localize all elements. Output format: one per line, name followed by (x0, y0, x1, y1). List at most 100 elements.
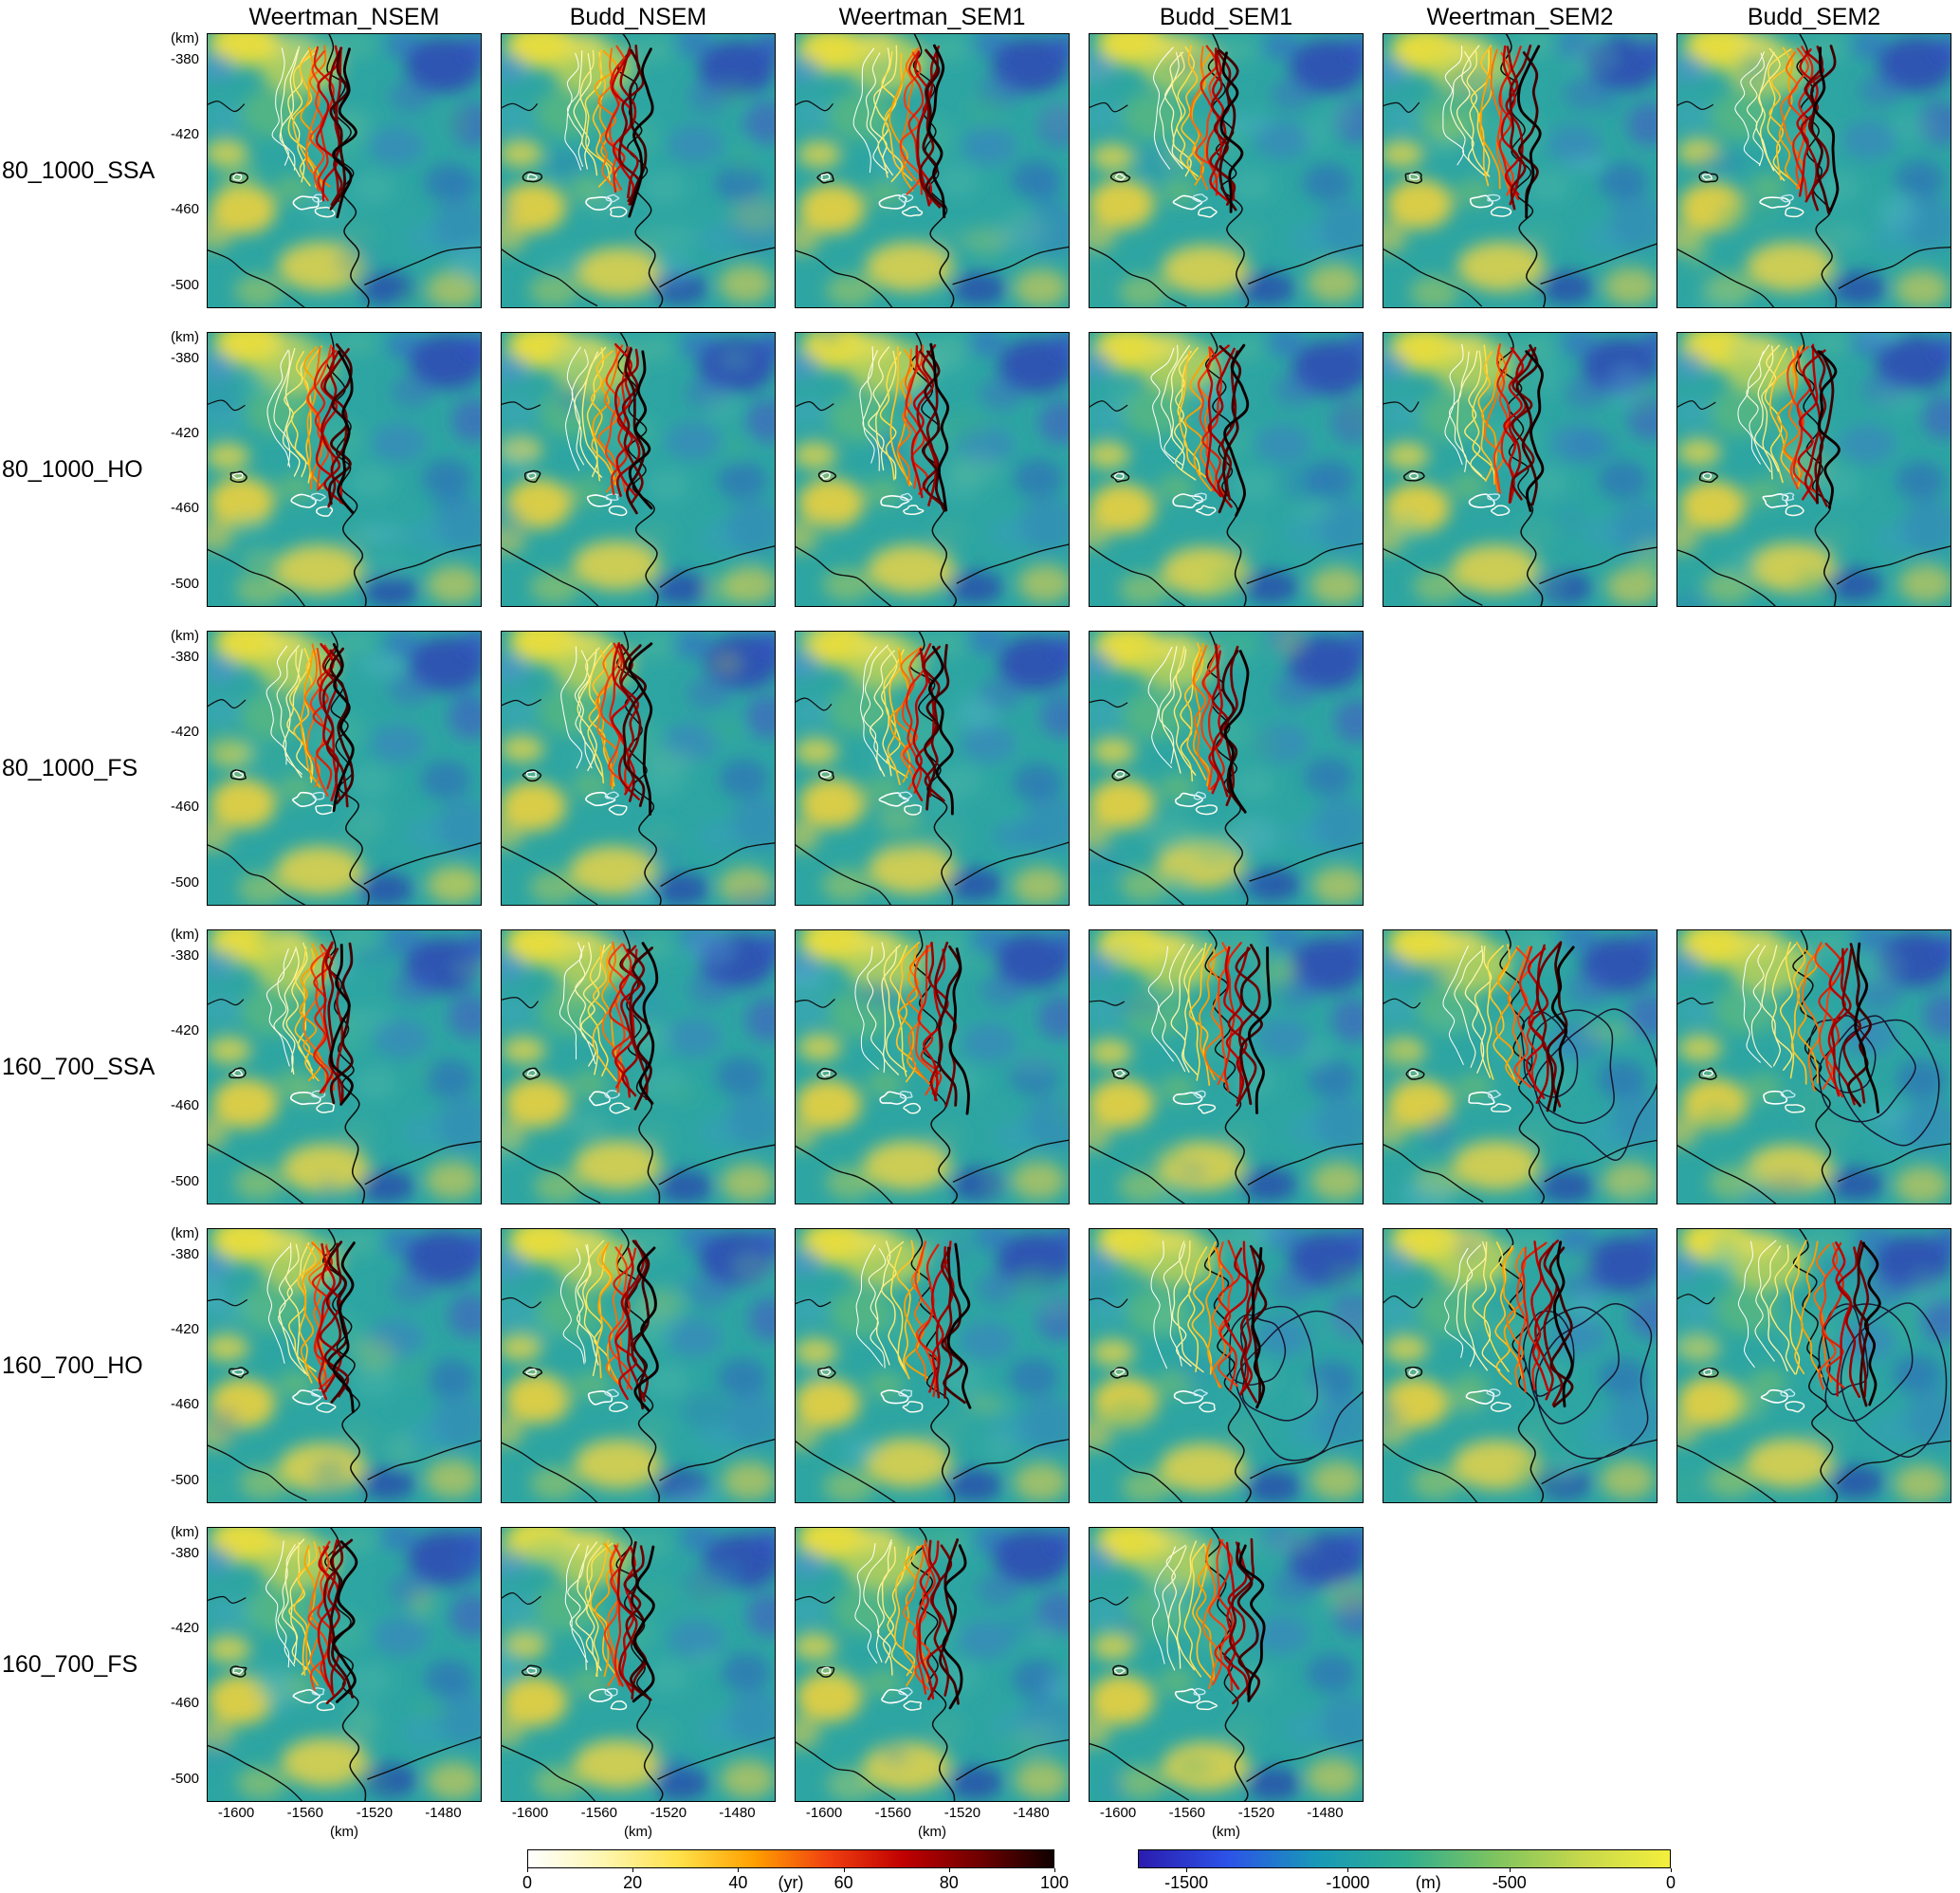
map-svg (207, 1228, 482, 1503)
y-axis-unit: (km) (171, 1524, 199, 1540)
y-tick-label: -380 (170, 648, 199, 665)
colorbar-elevation-tick-mark (1347, 1868, 1349, 1872)
map-panel-160_700_ho-weertman_nsem (207, 1228, 482, 1503)
y-tick-label: -500 (170, 276, 199, 293)
y-tick-label: -420 (170, 724, 199, 741)
y-tick-label: -500 (170, 575, 199, 592)
y-tick-label: -380 (170, 349, 199, 366)
map-svg (207, 929, 482, 1204)
colorbar-time (527, 1849, 1054, 1868)
map-svg (1089, 631, 1364, 906)
map-svg (795, 631, 1070, 906)
map-panel-160_700_ho-budd_nsem (501, 1228, 776, 1503)
map-svg (501, 1228, 776, 1503)
map-panel-80_1000_ho-weertman_sem1 (795, 332, 1070, 607)
map-svg (1676, 929, 1951, 1204)
map-panel-160_700_fs-budd_sem1 (1089, 1527, 1364, 1802)
map-svg (1383, 33, 1658, 308)
colorbar-time-tick-mark (948, 1868, 950, 1872)
map-svg (1676, 33, 1951, 308)
x-tick-label: -1520 (1237, 1805, 1275, 1821)
map-panel-80_1000_ho-budd_nsem (501, 332, 776, 607)
column-header-weertman_nsem: Weertman_NSEM (248, 4, 440, 30)
map-panel-80_1000_fs-weertman_nsem (207, 631, 482, 906)
x-axis-unit: (km) (330, 1824, 358, 1840)
map-panel-160_700_ho-weertman_sem1 (795, 1228, 1070, 1503)
map-svg (1383, 1228, 1658, 1503)
x-axis-unit: (km) (624, 1824, 652, 1840)
colorbar-time-tick-mark (1054, 1868, 1055, 1872)
map-panel-160_700_ssa-budd_sem1 (1089, 929, 1364, 1204)
x-tick-label: -1520 (943, 1805, 981, 1821)
map-svg (795, 332, 1070, 607)
y-tick-label: -500 (170, 1471, 199, 1488)
row-label-160_700_ho: 160_700_HO (2, 1352, 143, 1379)
colorbar-time-tick-label: 20 (623, 1873, 643, 1892)
map-panel-160_700_ssa-weertman_sem2 (1383, 929, 1658, 1204)
x-tick-label: -1600 (217, 1805, 255, 1821)
map-svg (1089, 332, 1364, 607)
column-header-budd_nsem: Budd_NSEM (569, 4, 707, 30)
map-panel-80_1000_fs-budd_nsem (501, 631, 776, 906)
map-svg (207, 1527, 482, 1802)
map-svg (501, 929, 776, 1204)
colorbar-elevation-tick-mark (1671, 1868, 1672, 1872)
map-svg (207, 33, 482, 308)
x-tick-label: -1480 (719, 1805, 756, 1821)
x-tick-label: -1600 (1099, 1805, 1137, 1821)
map-panel-160_700_fs-budd_nsem (501, 1527, 776, 1802)
map-panel-160_700_ho-weertman_sem2 (1383, 1228, 1658, 1503)
colorbar-elevation-tick-label: -500 (1492, 1873, 1527, 1892)
column-header-weertman_sem1: Weertman_SEM1 (838, 4, 1026, 30)
y-axis-unit: (km) (171, 1225, 199, 1241)
map-svg (1676, 1228, 1951, 1503)
map-svg (795, 1527, 1070, 1802)
colorbar-time-tick-mark (527, 1868, 528, 1872)
map-panel-80_1000_ssa-weertman_sem1 (795, 33, 1070, 308)
x-tick-label: -1480 (1013, 1805, 1050, 1821)
colorbar-time-tick-label: 80 (939, 1873, 959, 1892)
map-panel-80_1000_ho-weertman_nsem (207, 332, 482, 607)
map-svg (207, 332, 482, 607)
y-tick-label: -460 (170, 1395, 199, 1412)
map-panel-80_1000_ho-weertman_sem2 (1383, 332, 1658, 607)
x-tick-label: -1480 (425, 1805, 462, 1821)
y-tick-label: -420 (170, 1321, 199, 1338)
x-tick-label: -1600 (511, 1805, 549, 1821)
map-panel-160_700_ssa-budd_sem2 (1676, 929, 1951, 1204)
colorbar-time-tick-label: 100 (1039, 1873, 1070, 1892)
x-axis-unit: (km) (918, 1824, 946, 1840)
map-svg (501, 332, 776, 607)
y-axis-unit: (km) (171, 927, 199, 943)
y-axis-unit: (km) (171, 628, 199, 644)
y-axis-unit: (km) (171, 30, 199, 46)
map-panel-80_1000_ssa-weertman_sem2 (1383, 33, 1658, 308)
row-label-160_700_fs: 160_700_FS (2, 1651, 138, 1678)
row-label-80_1000_ho: 80_1000_HO (2, 456, 143, 483)
y-tick-label: -500 (170, 1770, 199, 1787)
column-header-budd_sem2: Budd_SEM2 (1747, 4, 1881, 30)
map-panel-80_1000_fs-budd_sem1 (1089, 631, 1364, 906)
x-axis-unit: (km) (1212, 1824, 1240, 1840)
map-panel-80_1000_fs-weertman_sem1 (795, 631, 1070, 906)
colorbar-elevation-tick-label: -1500 (1164, 1873, 1209, 1892)
map-panel-80_1000_ho-budd_sem2 (1676, 332, 1951, 607)
map-panel-80_1000_ssa-weertman_nsem (207, 33, 482, 308)
map-panel-80_1000_ssa-budd_sem1 (1089, 33, 1364, 308)
map-svg (1089, 33, 1364, 308)
map-panel-80_1000_ho-budd_sem1 (1089, 332, 1364, 607)
colorbar-elevation-tick-mark (1509, 1868, 1511, 1872)
colorbar-time-tick-mark (738, 1868, 740, 1872)
y-tick-label: -500 (170, 873, 199, 891)
colorbar-time-unit-label: (yr) (778, 1873, 804, 1892)
map-svg (795, 929, 1070, 1204)
map-panel-160_700_ssa-weertman_nsem (207, 929, 482, 1204)
map-svg (795, 1228, 1070, 1503)
colorbar-elevation-tick-label: 0 (1665, 1873, 1676, 1892)
map-panel-160_700_ssa-budd_nsem (501, 929, 776, 1204)
y-tick-label: -380 (170, 1544, 199, 1561)
y-tick-label: -420 (170, 126, 199, 143)
map-panel-160_700_fs-weertman_sem1 (795, 1527, 1070, 1802)
colorbar-elevation-unit-label: (m) (1415, 1873, 1441, 1892)
